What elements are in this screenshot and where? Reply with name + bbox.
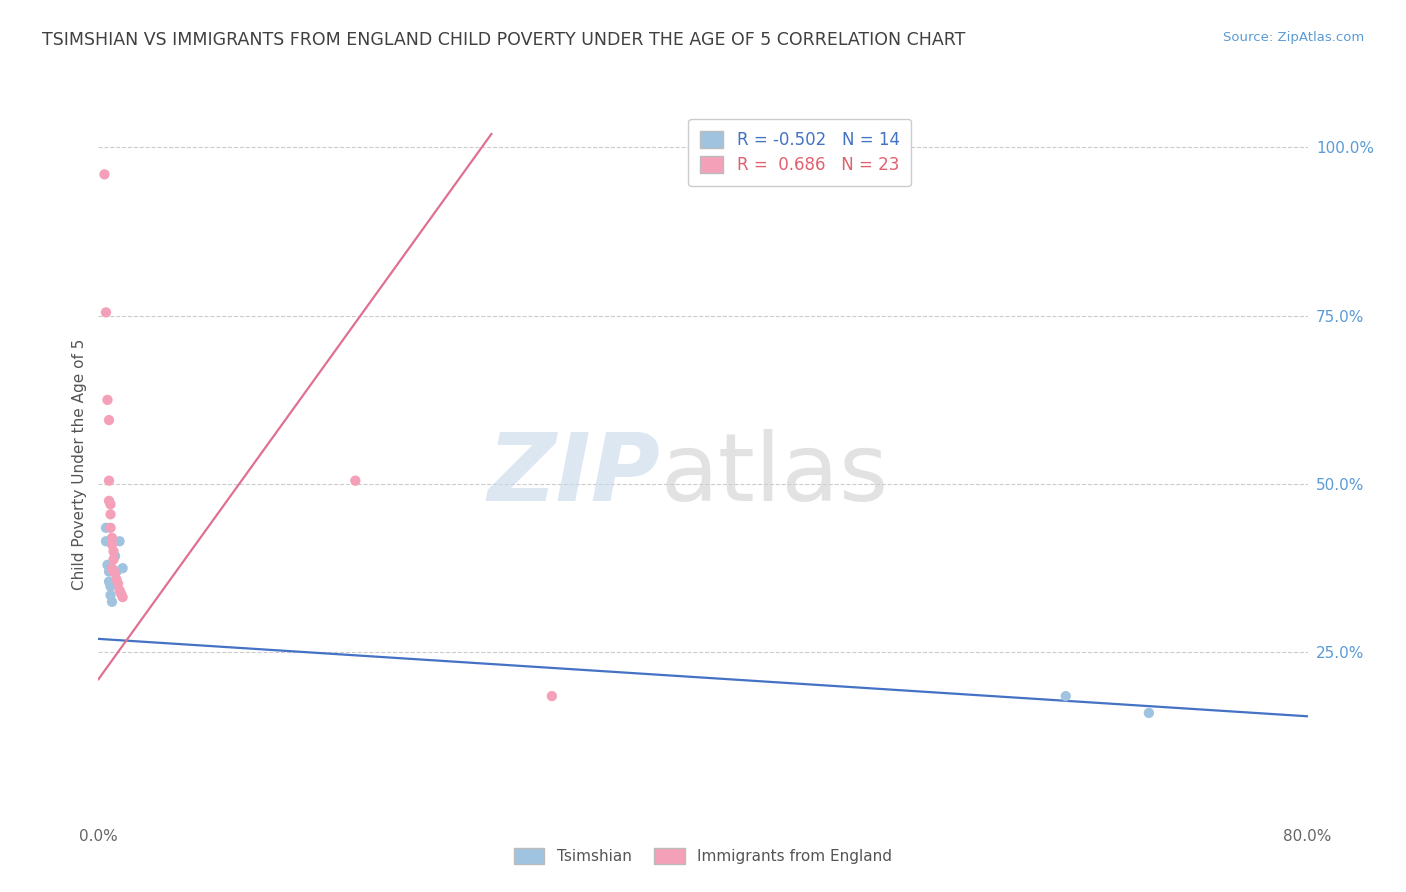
Point: [540, 689, 562, 703]
Point: [103, 565, 125, 579]
Point: [100, 497, 122, 511]
Point: [101, 538, 124, 552]
Point: [101, 531, 124, 545]
Legend: Tsimshian, Immigrants from England: Tsimshian, Immigrants from England: [508, 842, 898, 870]
Point: [111, 590, 134, 604]
Point: [96, 392, 118, 407]
Point: [105, 573, 128, 587]
Point: [100, 508, 122, 522]
Point: [93, 167, 115, 181]
Point: [1054, 689, 1077, 703]
Point: [108, 534, 131, 549]
Point: [100, 579, 122, 593]
Point: [105, 565, 128, 579]
Point: [101, 561, 124, 575]
Point: [98, 574, 121, 589]
Text: TSIMSHIAN VS IMMIGRANTS FROM ENGLAND CHILD POVERTY UNDER THE AGE OF 5 CORRELATIO: TSIMSHIAN VS IMMIGRANTS FROM ENGLAND CHI…: [42, 31, 966, 49]
Point: [110, 587, 132, 601]
Point: [98, 565, 121, 579]
Text: ZIP: ZIP: [488, 428, 661, 521]
Point: [344, 474, 367, 488]
Point: [94, 305, 117, 319]
Point: [94, 534, 117, 549]
Y-axis label: Child Poverty Under the Age of 5: Child Poverty Under the Age of 5: [72, 338, 87, 590]
Point: [107, 576, 129, 591]
Point: [100, 588, 122, 602]
Point: [94, 521, 117, 535]
Point: [98, 494, 121, 508]
Point: [104, 549, 127, 563]
Text: atlas: atlas: [661, 428, 889, 521]
Text: Source: ZipAtlas.com: Source: ZipAtlas.com: [1223, 31, 1364, 45]
Point: [103, 544, 125, 558]
Point: [98, 413, 121, 427]
Point: [98, 474, 121, 488]
Point: [96, 558, 118, 572]
Point: [1137, 706, 1160, 720]
Point: [101, 595, 124, 609]
Point: [100, 521, 122, 535]
Point: [111, 561, 134, 575]
Point: [108, 583, 131, 598]
Point: [103, 552, 125, 566]
Point: [104, 566, 127, 580]
